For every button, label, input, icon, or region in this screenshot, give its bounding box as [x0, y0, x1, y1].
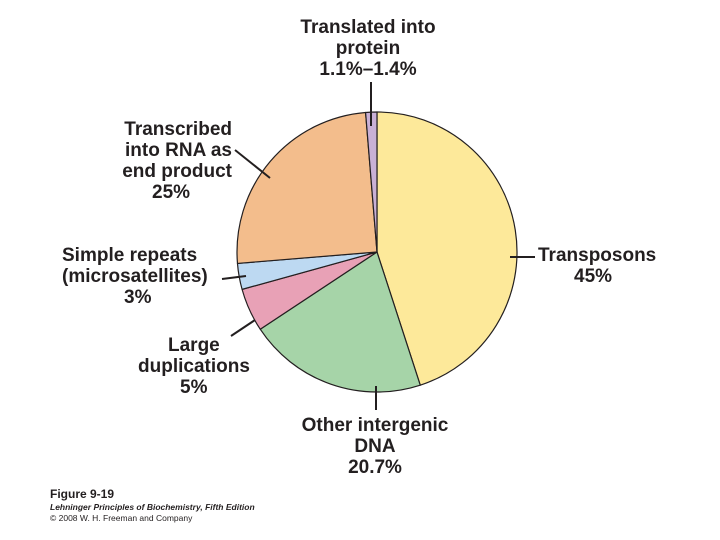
label-transposons-line1: Transposons: [538, 245, 657, 266]
label-translated-line2: protein: [335, 38, 401, 59]
pie-slice-other-intergenic-dna: [259, 251, 421, 393]
label-translated-line1: Translated into: [300, 17, 436, 38]
label-simple-repeats-value: 3%: [124, 287, 152, 308]
label-translated-value: 1.1%–1.4%: [319, 59, 417, 80]
label-transcribed-line1: Transcribed: [124, 119, 232, 140]
label-other-intergenic-value: 20.7%: [348, 457, 402, 478]
label-simple-repeats-line1: Simple repeats: [62, 245, 198, 266]
label-other-intergenic-line2: DNA: [354, 436, 396, 457]
label-transcribed-into-rna: Transcribed into RNA as end product 25%: [100, 119, 232, 203]
leader-line-transcribed: [234, 149, 271, 179]
label-large-dup-line2: duplications: [138, 356, 250, 377]
figure-number: Figure 9-19: [50, 487, 115, 501]
label-translated-into-protein: Translated into protein 1.1%–1.4%: [293, 17, 443, 80]
figure-copyright: © 2008 W. H. Freeman and Company: [50, 513, 193, 523]
label-other-intergenic-dna: Other intergenic DNA 20.7%: [290, 415, 460, 478]
leader-line-large-duplications: [230, 319, 256, 337]
label-large-dup-line1: Large: [168, 335, 220, 356]
label-transcribed-line2: into RNA as: [125, 140, 232, 161]
label-transcribed-value: 25%: [152, 182, 191, 203]
pie-slice-transcribed-into-rna-as-end-product: [236, 111, 378, 265]
pie-slice-transposons: [376, 111, 518, 386]
figure-source-book: Lehninger Principles of Biochemistry, Fi…: [50, 502, 255, 512]
label-large-dup-value: 5%: [180, 377, 208, 398]
pie-slices: [236, 111, 518, 393]
label-other-intergenic-line1: Other intergenic: [301, 415, 449, 436]
leader-lines: [221, 82, 535, 410]
label-simple-repeats: Simple repeats (microsatellites) 3%: [62, 245, 222, 308]
label-large-duplications: Large duplications 5%: [138, 335, 258, 398]
label-transposons: Transposons 45%: [538, 245, 668, 287]
figure-caption: Figure 9-19 Lehninger Principles of Bioc…: [50, 487, 255, 524]
leader-line-simple-repeats: [221, 275, 247, 280]
label-transcribed-line3: end product: [122, 161, 232, 182]
label-simple-repeats-line2: (microsatellites): [62, 266, 208, 287]
label-transposons-value: 45%: [574, 266, 613, 287]
